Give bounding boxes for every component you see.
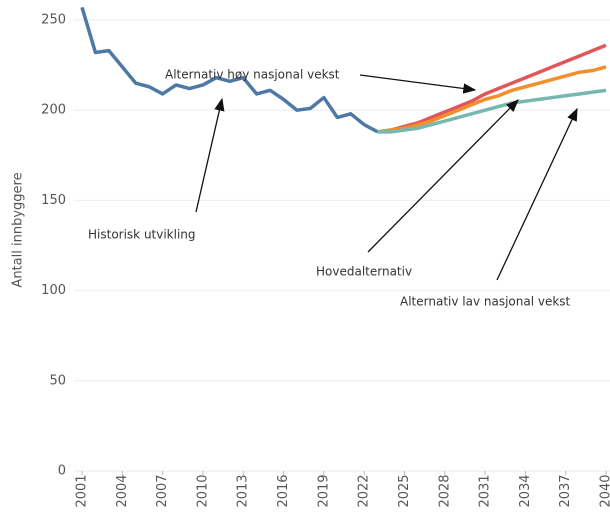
x-tick-label: 2028 — [437, 474, 452, 507]
x-tick-label: 2007 — [155, 474, 170, 507]
x-tick-label: 2025 — [397, 474, 412, 507]
x-tick-label: 2034 — [518, 474, 533, 507]
arrow — [496, 107, 578, 281]
y-tick-label: 250 — [41, 13, 66, 28]
series-line — [80, 6, 379, 134]
x-tick-label: 2031 — [478, 474, 493, 507]
x-tick-label: 2016 — [276, 474, 291, 507]
x-tick-label: 2004 — [115, 474, 130, 507]
x-tick-label: 2037 — [558, 474, 573, 507]
y-tick-label: 0 — [58, 464, 66, 479]
annotation: Historisk utvikling — [88, 228, 196, 242]
y-axis-label: Antall innbyggere — [11, 172, 26, 287]
series-line — [377, 65, 607, 134]
x-tick-label: 2013 — [236, 474, 251, 507]
y-tick-label: 100 — [41, 283, 66, 298]
x-tick-label: 2019 — [316, 474, 331, 507]
series-line — [377, 88, 607, 134]
x-tick-label: 2001 — [75, 474, 90, 507]
x-tick-label: 2010 — [195, 474, 210, 507]
arrow — [367, 99, 519, 253]
y-tick-label: 50 — [49, 373, 66, 388]
arrow — [195, 97, 225, 213]
arrow — [359, 74, 477, 94]
y-tick-label: 150 — [41, 193, 66, 208]
annotation: Hovedalternativ — [316, 265, 412, 279]
annotation: Alternativ høy nasjonal vekst — [165, 68, 340, 82]
annotation: Alternativ lav nasjonal vekst — [400, 295, 571, 309]
x-tick-label: 2022 — [357, 474, 372, 507]
y-tick-label: 200 — [41, 103, 66, 118]
x-tick-label: 2040 — [599, 474, 610, 507]
